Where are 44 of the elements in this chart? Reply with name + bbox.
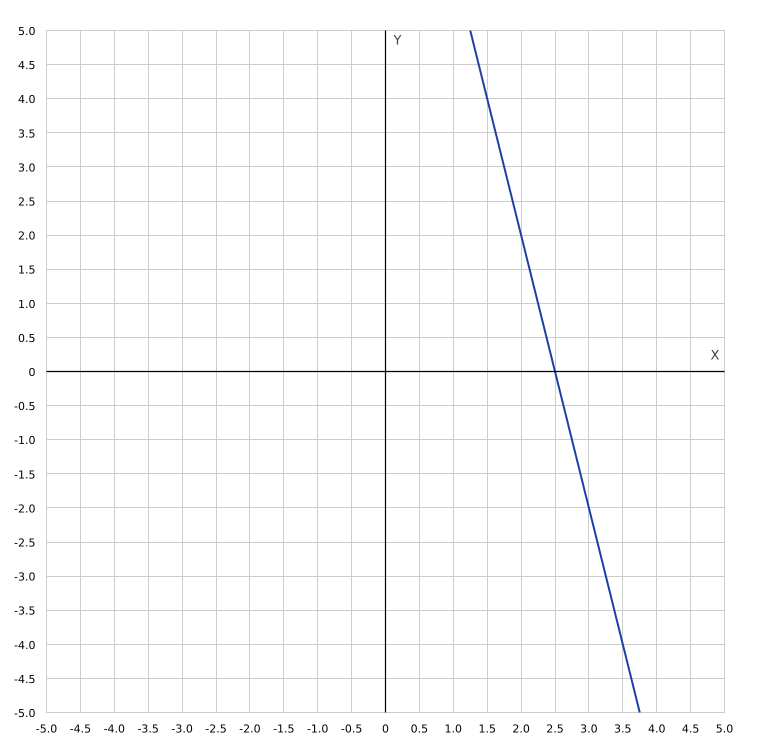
x-tick-label: 1.5 [478,722,496,736]
x-tick-label: -2.5 [205,722,227,736]
x-tick-label: -0.5 [340,722,362,736]
y-tick-label: -4.5 [14,672,36,686]
x-tick-label: -5.0 [36,722,58,736]
x-tick-label: 4.5 [682,722,700,736]
x-tick-label: -2.0 [239,722,261,736]
x-tick-label: 5.0 [716,722,734,736]
x-tick-label: -3.0 [171,722,193,736]
y-tick-label: 3.5 [18,127,36,140]
y-tick-label: -2.5 [14,536,36,550]
x-tick-label: 3.5 [614,722,632,736]
x-tick-label: 3.0 [580,722,598,736]
y-tick-label: -5.0 [14,707,36,720]
x-axis-title: X [710,348,720,364]
y-tick-label: 5.0 [18,25,36,38]
x-tick-label: -4.0 [104,722,126,736]
y-tick-label: 0 [28,366,36,379]
y-tick-label: -1.5 [14,468,36,482]
x-tick-label: 1.0 [444,722,462,736]
y-tick-label: -3.0 [14,570,36,584]
x-tick-label: 2.5 [546,722,564,736]
x-tick-label: -4.5 [70,722,92,736]
x-tick-label: -1.5 [273,722,295,736]
y-tick-label: 2.0 [18,230,36,243]
x-tick-label: -1.0 [306,722,328,736]
y-tick-label: -4.0 [14,638,36,652]
y-tick-label: 2.5 [18,196,36,208]
y-tick-label: 4.5 [18,59,36,72]
y-tick-label: -0.5 [14,400,36,414]
y-tick-label: 1.5 [18,264,36,277]
y-axis-title: Y [392,34,402,48]
y-tick-label: 0.5 [18,332,36,345]
x-tick-label: 4.0 [648,722,666,736]
y-tick-label: -1.0 [14,434,36,448]
x-tick-label: 0 [382,722,389,736]
y-tick-label: 4.0 [18,93,36,106]
x-tick-label: -3.5 [137,722,159,736]
y-tick-label: 1.0 [18,298,36,311]
x-tick-label: 0.5 [410,722,428,736]
y-tick-label: 3.0 [18,161,36,174]
y-tick-label: -3.5 [14,604,36,618]
x-tick-label: 2.0 [512,722,530,736]
y-tick-label: -2.0 [14,502,36,516]
